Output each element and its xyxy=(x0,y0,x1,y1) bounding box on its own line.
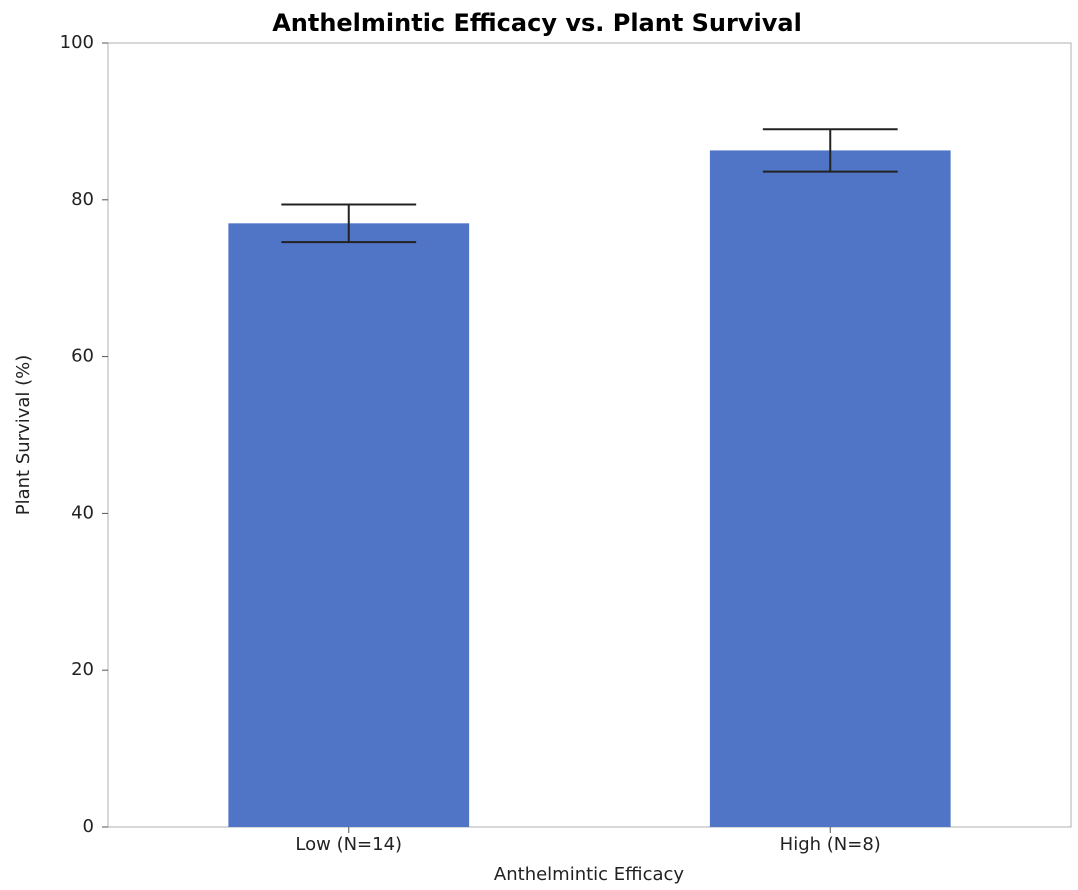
bar xyxy=(228,223,470,827)
bar xyxy=(709,150,951,827)
error-bar xyxy=(281,203,417,244)
x-tick-label: Low (N=14) xyxy=(295,834,402,855)
x-tick-label: High (N=8) xyxy=(780,834,881,855)
chart-title: Anthelmintic Efficacy vs. Plant Survival xyxy=(272,9,802,37)
y-tick-label: 60 xyxy=(71,346,94,367)
error-bar xyxy=(762,128,898,173)
x-axis-label: Anthelmintic Efficacy xyxy=(494,864,684,885)
plot-frame xyxy=(107,42,1072,828)
y-tick-label: 20 xyxy=(71,659,94,680)
y-tick-label: 0 xyxy=(83,816,94,837)
y-axis-label: Plant Survival (%) xyxy=(13,355,34,516)
y-tick-label: 80 xyxy=(71,189,94,210)
y-tick-label: 40 xyxy=(71,502,94,523)
y-tick-label: 100 xyxy=(60,32,94,53)
